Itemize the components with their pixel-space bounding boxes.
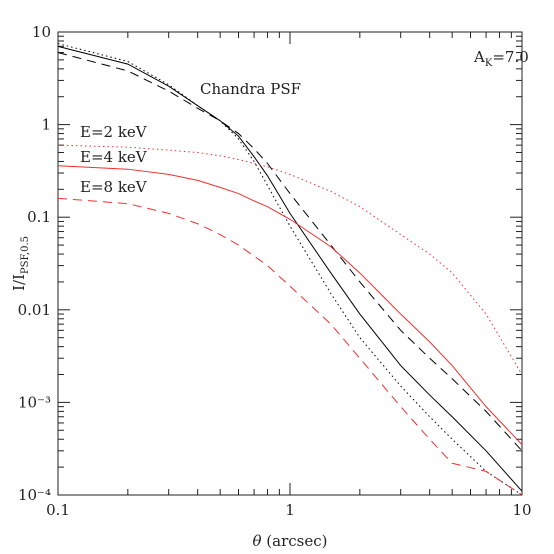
y-axis-label: I/IPSF,0.5 [10,236,31,291]
annotation: Chandra PSF [200,80,301,98]
annotation: AK=7.0 [473,48,529,69]
series-line [57,45,523,492]
x-axis-label: θ (arcsec) [253,532,328,550]
series-line [57,165,523,445]
annotation-text: A [473,48,485,66]
series-line [57,43,523,496]
series-label: E=2 keV [80,123,148,141]
annotation-sub: K [485,58,493,69]
series-label: E=4 keV [80,148,148,166]
y-tick-label: 0.01 [18,301,51,319]
series-line [57,52,523,452]
x-tick-label: 1 [285,501,295,519]
annotation-text: Chandra PSF [200,80,301,98]
y-axis-sub: PSF,0.5 [20,236,31,274]
x-axis-symbol: θ [253,532,262,550]
x-axis-text: (arcsec) [262,532,328,550]
y-tick-label: 0.1 [27,208,51,226]
y-tick-label: 10⁻⁴ [18,486,51,504]
plot-frame [57,31,523,496]
y-tick-label: 1 [41,116,51,134]
series-line [57,197,523,496]
x-tick-label: 0.1 [46,501,70,519]
y-tick-label: 10 [32,23,51,41]
y-tick-label: 10⁻³ [18,393,51,411]
series-label: E=8 keV [80,178,148,196]
annotation-text: =7.0 [492,48,528,66]
y-axis-main: I/I [10,274,28,291]
x-tick-label: 10 [512,501,531,519]
